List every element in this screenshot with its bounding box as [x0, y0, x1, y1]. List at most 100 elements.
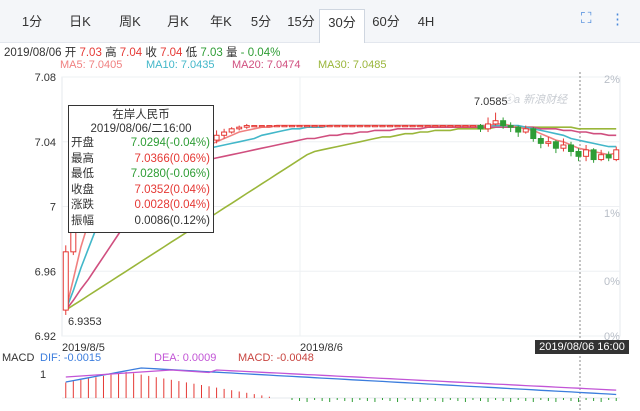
y-tick-label: 7.04 [35, 137, 56, 149]
candle-body [349, 125, 356, 128]
macd-value-legend: MACD: -0.0048 [238, 352, 314, 364]
min-price-label: 6.9353 [68, 316, 102, 328]
tooltip-value: 7.0294(-0.04%) [130, 137, 210, 149]
tooltip-datetime: 2019/08/06/二16:00 [90, 123, 192, 135]
tab-7[interactable]: 30分 [319, 9, 365, 43]
high-value: 7.04 [119, 47, 143, 59]
candle-body [515, 126, 522, 133]
pct-tick-label: 0% [604, 276, 620, 288]
candle-body [417, 125, 424, 128]
candle-body [537, 138, 544, 144]
candle-body [243, 125, 250, 128]
crosshair-time-label: 2019/08/06 16:00 [535, 340, 629, 354]
sina-watermark-logo: ⓢa 新浪财经 [503, 94, 568, 106]
ohlc-tooltip: 在岸人民币 2019/08/06/二16:00 开盘 7.0294(-0.04%)… [68, 105, 214, 233]
macd-y-tick: 1 [40, 369, 46, 381]
tooltip-value: 7.0366(0.06%) [134, 152, 210, 165]
candle-body [341, 125, 348, 128]
candle-body [288, 125, 295, 128]
tooltip-row: 最低 7.0280(-0.06%) [69, 167, 213, 183]
candle-body [62, 251, 69, 311]
candle-body [500, 120, 507, 127]
ma5-legend: MA5: 7.0405 [60, 59, 123, 71]
tooltip-value: 0.0086(0.12%) [134, 214, 210, 227]
ma20-legend: MA20: 7.0474 [232, 59, 301, 71]
candle-body [364, 125, 371, 128]
y-tick-label: 7.08 [35, 72, 56, 84]
candle-body [613, 149, 620, 161]
low-label: 低 [185, 47, 198, 59]
max-price-label: 7.0585 [474, 96, 508, 108]
tooltip-row: 涨跌 0.0028(0.04%) [69, 198, 213, 214]
tab-4[interactable]: 年K [210, 14, 232, 29]
tab-6[interactable]: 15分 [287, 14, 315, 29]
candle-body [545, 141, 552, 144]
candle-body [492, 120, 499, 125]
close-value: 7.04 [160, 47, 183, 59]
candle-body [281, 125, 288, 128]
high-label: 高 [105, 47, 117, 59]
candle-body [394, 125, 401, 128]
candle-body [251, 125, 258, 128]
candle-body [432, 125, 439, 128]
dif-line [65, 367, 617, 396]
quote-summary: 2019/08/06 开 7.03 高 7.04 收 7.04 低 7.03 量… [4, 44, 280, 60]
open-label: 开 [64, 47, 77, 59]
tooltip-row: 开盘 7.0294(-0.04%) [69, 136, 213, 152]
candle-body [469, 125, 476, 128]
tooltip-key: 收盘 [71, 183, 94, 196]
tab-9[interactable]: 4H [417, 14, 435, 29]
tooltip-key: 振幅 [71, 214, 94, 227]
macd-title: MACD [2, 352, 35, 364]
candle-body [387, 125, 394, 128]
tooltip-value: 0.0028(0.04%) [134, 199, 210, 211]
tab-3[interactable]: 月K [167, 14, 189, 29]
volume-label: 量 [225, 47, 238, 59]
candle-body [477, 125, 484, 130]
candle-body [462, 125, 469, 128]
candle-body [552, 141, 559, 149]
candle-body [402, 125, 409, 128]
dif-legend: DIF: -0.0015 [40, 352, 102, 364]
pct-tick-label: 2% [604, 74, 620, 86]
more-menu-icon[interactable]: ⋮ [610, 11, 625, 28]
tab-0[interactable]: 1分 [21, 14, 43, 29]
candle-body [371, 125, 378, 128]
candle-body [409, 125, 416, 128]
candle-body [598, 154, 605, 161]
x-tick-label: 2019/8/5 [62, 342, 105, 354]
tooltip-value: 7.0352(0.04%) [134, 183, 210, 196]
candle-body [567, 144, 574, 152]
volume-value: - [240, 47, 245, 59]
tooltip-key: 涨跌 [71, 199, 94, 211]
candle-body [311, 125, 318, 128]
tab-2[interactable]: 周K [119, 14, 141, 29]
candle-body [522, 128, 529, 133]
fullscreen-icon[interactable]: ⛶ [581, 10, 592, 27]
candle-body [507, 125, 514, 128]
candle-body [485, 123, 492, 130]
candle-body [258, 125, 265, 128]
candle-body [379, 125, 386, 128]
y-tick-label: 6.92 [35, 331, 56, 343]
tooltip-title: 在岸人民币 [112, 109, 170, 121]
tooltip-row: 振幅 0.0086(0.12%) [69, 214, 213, 230]
quote-date: 2019/08/06 [4, 47, 62, 59]
low-value: 7.03 [200, 47, 223, 59]
tooltip-row: 收盘 7.0352(0.04%) [69, 183, 213, 199]
candle-body [447, 125, 454, 128]
candle-body [605, 154, 612, 159]
change-value: 0.04% [247, 47, 281, 59]
dea-legend: DEA: 0.0009 [154, 352, 217, 364]
tab-1[interactable]: 日K [69, 14, 91, 29]
tooltip-key: 最高 [71, 152, 94, 165]
candle-body [583, 149, 590, 157]
period-tabbar: 1分 日K 周K 月K 年K 5分 15分 30分 60分 4H [0, 0, 640, 43]
candle-body [296, 125, 303, 128]
tab-8[interactable]: 60分 [372, 14, 400, 29]
tab-5[interactable]: 5分 [250, 14, 272, 29]
open-value: 7.03 [79, 47, 102, 59]
ma30-legend: MA30: 7.0485 [318, 59, 387, 71]
tooltip-value: 7.0280(-0.06%) [130, 168, 210, 180]
candle-body [228, 128, 235, 133]
